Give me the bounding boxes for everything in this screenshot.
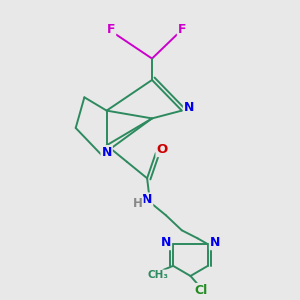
Text: H: H: [133, 197, 143, 210]
Text: N: N: [184, 101, 194, 114]
Text: N: N: [210, 236, 220, 249]
Text: F: F: [178, 23, 186, 36]
Text: Cl: Cl: [195, 284, 208, 297]
Text: N: N: [142, 194, 152, 206]
Text: O: O: [157, 143, 168, 156]
Text: N: N: [101, 146, 112, 159]
Text: CH₃: CH₃: [148, 270, 169, 280]
Text: F: F: [107, 23, 115, 36]
Text: N: N: [161, 236, 171, 249]
